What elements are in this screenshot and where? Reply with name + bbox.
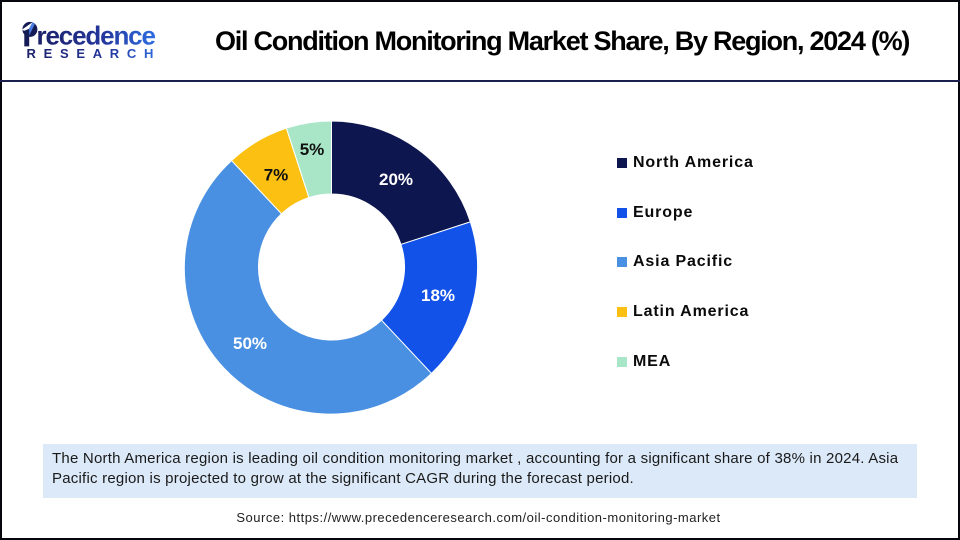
svg-text:50%: 50% xyxy=(233,334,267,353)
svg-text:RESEARCH: RESEARCH xyxy=(27,46,162,61)
svg-text:5%: 5% xyxy=(300,140,325,159)
svg-text:18%: 18% xyxy=(421,286,455,305)
svg-text:recedence: recedence xyxy=(37,20,156,50)
svg-text:20%: 20% xyxy=(379,170,413,189)
svg-text:7%: 7% xyxy=(264,166,289,185)
